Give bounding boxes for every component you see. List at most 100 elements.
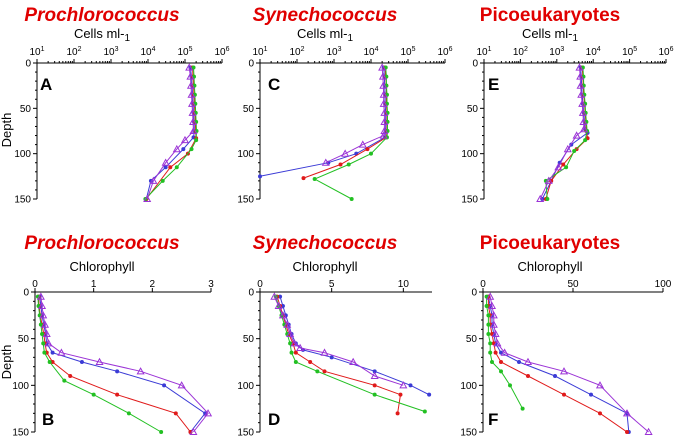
data-point	[296, 343, 305, 352]
series-line	[145, 67, 195, 200]
data-point	[487, 301, 497, 310]
y-tick-label: 100	[12, 381, 29, 392]
x-tick-label: 105	[400, 46, 415, 58]
data-point	[42, 350, 47, 355]
xlabel-f: Chlorophyll	[517, 259, 582, 274]
x-tick-label: 104	[363, 46, 378, 58]
data-point	[172, 144, 181, 153]
data-point	[564, 165, 569, 170]
title-a: Prochlorococcus	[24, 5, 179, 26]
y-tick-label: 0	[248, 59, 254, 70]
series-1	[486, 294, 631, 434]
title-e: Picoeukaryotes	[480, 5, 620, 26]
x-tick-label: 105	[177, 46, 192, 58]
data-point	[189, 427, 198, 436]
data-point	[572, 131, 581, 139]
data-point	[278, 294, 283, 299]
data-point	[575, 63, 584, 71]
data-point	[189, 126, 198, 135]
data-point	[320, 348, 329, 356]
data-point	[489, 311, 498, 319]
data-point	[349, 357, 358, 366]
data-point	[379, 90, 388, 98]
data-point	[338, 162, 343, 167]
y-tick-label: 150	[461, 195, 478, 206]
data-point	[68, 374, 73, 378]
y-tick-label: 0	[472, 59, 478, 70]
data-point	[595, 381, 605, 389]
data-point	[280, 304, 285, 308]
data-point	[484, 304, 489, 308]
data-point	[625, 430, 629, 434]
series-line	[276, 296, 402, 414]
data-point	[312, 177, 317, 182]
panel-label-c: C	[268, 75, 280, 94]
data-point	[554, 163, 563, 171]
data-point	[520, 406, 525, 411]
data-point	[536, 194, 545, 203]
series-4	[36, 292, 213, 436]
data-point	[136, 367, 145, 375]
data-point	[308, 360, 313, 364]
x-tick-label: 1	[91, 279, 97, 290]
xlabel-b: Chlorophyll	[69, 259, 134, 274]
x-tick-label: 101	[252, 46, 267, 58]
data-point	[95, 357, 104, 366]
data-point	[576, 72, 585, 80]
data-point	[578, 108, 587, 116]
data-point	[372, 369, 377, 374]
series-line	[303, 67, 388, 179]
series-3	[484, 294, 525, 411]
data-point	[488, 341, 493, 346]
data-point	[422, 409, 427, 414]
data-point	[372, 383, 377, 388]
data-point	[40, 332, 45, 336]
y-tick-label: 100	[237, 381, 254, 392]
series-1	[37, 294, 208, 434]
data-point	[365, 147, 370, 152]
data-point	[160, 178, 165, 183]
data-point	[523, 357, 533, 366]
data-point	[186, 72, 195, 80]
data-point	[369, 151, 373, 156]
panel-e: 101 102 103 104 105 106 0 50 100 150 E	[461, 46, 673, 206]
data-point	[174, 165, 179, 170]
data-point	[578, 99, 587, 107]
x-tick-label: 2	[150, 279, 156, 290]
xlabel-subscript: 1	[348, 33, 354, 44]
data-point	[47, 360, 52, 364]
series-line	[487, 296, 628, 433]
panel-label-a: A	[40, 75, 52, 94]
x-tick-label: 104	[140, 46, 155, 58]
x-tick-label: 102	[513, 46, 528, 58]
data-point	[493, 339, 502, 347]
series-3	[543, 65, 590, 201]
xlabel-e: Cells ml-1	[522, 26, 579, 44]
y-tick-label: 100	[461, 149, 478, 160]
data-point	[372, 392, 377, 397]
data-point	[62, 378, 67, 383]
data-point	[553, 374, 557, 378]
x-tick-label: 104	[586, 46, 601, 58]
data-point	[50, 360, 55, 364]
data-point	[115, 369, 120, 374]
x-tick-label: 106	[437, 46, 452, 58]
data-point	[37, 301, 47, 310]
data-point	[177, 381, 186, 389]
series-2	[301, 65, 389, 181]
panel-label-e: E	[488, 75, 499, 94]
title-c: Synechococcus	[253, 5, 398, 26]
series-4	[143, 63, 198, 203]
y-tick-label: 150	[237, 195, 254, 206]
y-tick-label: 50	[243, 104, 255, 115]
y-tick-label: 150	[12, 428, 29, 437]
data-point	[563, 144, 572, 153]
data-point	[293, 350, 298, 355]
series-4	[270, 292, 408, 389]
x-tick-label: 103	[326, 46, 341, 58]
xlabel-a: Cells ml-1	[74, 26, 131, 44]
data-point	[288, 341, 293, 346]
panel-label-f: F	[488, 410, 498, 429]
series-4	[321, 63, 389, 166]
y-tick-label: 50	[466, 334, 478, 345]
